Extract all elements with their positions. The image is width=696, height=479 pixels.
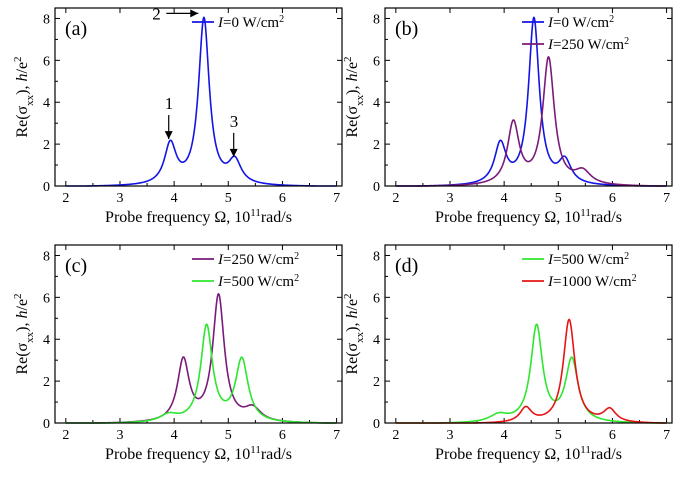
y-tick-label: 2 [43,375,50,390]
legend-label: I=0 W/cm2 [547,14,614,32]
x-tick-label: 6 [609,191,616,206]
x-axis-label: Probe frequency Ω, 1011rad/s [105,207,292,226]
panel-label: (a) [65,18,87,40]
peak-arrowhead-2 [190,9,199,18]
x-tick-label: 3 [116,191,123,206]
y-tick-label: 6 [43,291,50,306]
x-tick-label: 6 [279,428,286,443]
x-tick-label: 2 [392,428,399,443]
x-tick-label: 5 [225,428,232,443]
y-tick-label: 8 [373,249,380,264]
panel-label: (b) [395,18,418,40]
x-tick-label: 3 [116,428,123,443]
x-tick-label: 7 [663,428,670,443]
peak-label-1: 1 [165,94,174,113]
x-tick-label: 7 [333,428,340,443]
series-line-2 [395,318,667,424]
y-axis-label: Re(σxx), h/e2 [12,56,36,137]
x-tick-label: 6 [279,191,286,206]
panel-label: (d) [395,255,418,277]
x-tick-label: 5 [555,428,562,443]
peak-arrowhead-1 [164,131,173,140]
legend-label: I=500 W/cm2 [547,251,629,269]
legend-label: I=1000 W/cm2 [547,273,637,291]
series-line-2 [65,323,337,424]
y-tick-label: 2 [373,138,380,153]
legend-label: I=250 W/cm2 [547,36,629,54]
plot-frame [384,7,673,187]
x-tick-label: 2 [392,191,399,206]
plot-frame [54,7,343,187]
peak-label-2: 2 [152,4,161,23]
y-tick-label: 4 [43,96,50,111]
x-tick-label: 5 [225,191,232,206]
y-tick-label: 0 [373,180,380,195]
legend-label: I=0 W/cm2 [217,14,284,32]
x-tick-label: 4 [171,428,178,443]
x-tick-label: 3 [446,191,453,206]
panel-label: (c) [65,255,87,277]
series-line-1 [395,323,667,424]
y-tick-label: 8 [43,12,50,27]
y-tick-label: 6 [373,291,380,306]
y-tick-label: 0 [43,180,50,195]
y-tick-label: 0 [43,417,50,432]
x-tick-label: 4 [171,191,178,206]
x-tick-label: 2 [62,191,69,206]
x-axis-label: Probe frequency Ω, 1011rad/s [435,207,622,226]
x-tick-label: 7 [663,191,670,206]
y-tick-label: 4 [373,333,380,348]
series-line-1 [65,16,337,187]
x-tick-label: 3 [446,428,453,443]
y-axis-label: Re(σxx), h/e2 [342,293,366,374]
y-axis-label: Re(σxx), h/e2 [12,293,36,374]
y-tick-label: 6 [373,54,380,69]
y-tick-label: 6 [43,54,50,69]
y-tick-label: 0 [373,417,380,432]
y-tick-label: 8 [43,249,50,264]
x-tick-label: 6 [609,428,616,443]
y-axis-label: Re(σxx), h/e2 [342,56,366,137]
legend-label: I=250 W/cm2 [217,251,299,269]
x-tick-label: 4 [501,191,508,206]
x-axis-label: Probe frequency Ω, 1011rad/s [105,444,292,463]
plot-frame [54,244,343,424]
plot-frame [384,244,673,424]
x-tick-label: 4 [501,428,508,443]
peak-arrowhead-3 [229,148,238,157]
x-tick-label: 2 [62,428,69,443]
peak-label-3: 3 [230,112,239,131]
x-axis-label: Probe frequency Ω, 1011rad/s [435,444,622,463]
y-tick-label: 2 [43,138,50,153]
y-tick-label: 4 [373,96,380,111]
y-tick-label: 8 [373,12,380,27]
y-tick-label: 2 [373,375,380,390]
x-tick-label: 5 [555,191,562,206]
legend-label: I=500 W/cm2 [217,273,299,291]
x-tick-label: 7 [333,191,340,206]
series-line-2 [395,55,667,187]
y-tick-label: 4 [43,333,50,348]
